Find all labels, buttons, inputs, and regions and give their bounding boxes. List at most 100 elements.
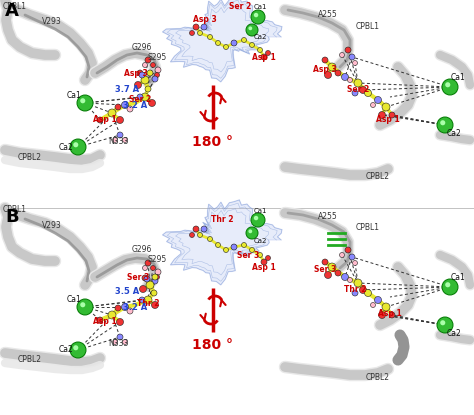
Text: V293: V293 xyxy=(42,17,62,27)
Circle shape xyxy=(139,72,145,78)
Circle shape xyxy=(115,305,121,311)
Circle shape xyxy=(201,24,207,30)
Text: Asp 1: Asp 1 xyxy=(252,263,276,271)
Circle shape xyxy=(379,312,385,318)
Circle shape xyxy=(208,34,212,39)
Circle shape xyxy=(97,117,103,123)
Circle shape xyxy=(127,106,133,112)
Text: G296: G296 xyxy=(132,246,152,254)
Circle shape xyxy=(70,139,86,155)
Circle shape xyxy=(347,78,353,83)
Text: Thr 2: Thr 2 xyxy=(137,298,159,308)
Circle shape xyxy=(193,226,199,232)
Text: Ser 2: Ser 2 xyxy=(229,2,251,12)
Circle shape xyxy=(142,275,148,281)
Circle shape xyxy=(265,256,271,261)
Circle shape xyxy=(389,312,395,318)
Circle shape xyxy=(325,271,331,278)
Text: Ca2: Ca2 xyxy=(59,142,73,151)
Circle shape xyxy=(145,86,151,92)
Circle shape xyxy=(117,334,123,340)
Circle shape xyxy=(137,70,143,76)
Circle shape xyxy=(139,286,146,293)
Circle shape xyxy=(137,94,143,100)
Circle shape xyxy=(73,345,78,350)
Circle shape xyxy=(108,311,116,319)
Text: Asp 1: Asp 1 xyxy=(252,53,276,61)
Circle shape xyxy=(248,229,252,233)
Circle shape xyxy=(241,37,246,42)
Circle shape xyxy=(155,67,161,73)
Circle shape xyxy=(440,320,445,325)
Circle shape xyxy=(349,54,355,60)
Text: 3.7 A: 3.7 A xyxy=(115,85,139,93)
Text: Ca2: Ca2 xyxy=(59,346,73,354)
Text: N333: N333 xyxy=(108,137,128,146)
Circle shape xyxy=(224,247,228,252)
Text: Ser 3: Ser 3 xyxy=(314,266,336,274)
Circle shape xyxy=(241,242,246,247)
Circle shape xyxy=(148,100,155,107)
Circle shape xyxy=(77,95,93,111)
Text: V293: V293 xyxy=(42,220,62,229)
Text: Ca1: Ca1 xyxy=(451,273,465,281)
Circle shape xyxy=(352,290,358,296)
Text: Asp 3: Asp 3 xyxy=(193,15,217,24)
Circle shape xyxy=(352,90,358,96)
Circle shape xyxy=(353,61,357,66)
Circle shape xyxy=(347,278,353,283)
Circle shape xyxy=(249,42,255,47)
Circle shape xyxy=(379,112,385,119)
Circle shape xyxy=(141,76,149,84)
Text: N333: N333 xyxy=(108,339,128,349)
Text: Asp 1: Asp 1 xyxy=(378,308,402,317)
Circle shape xyxy=(112,137,118,142)
Circle shape xyxy=(224,44,228,49)
Text: Ca2: Ca2 xyxy=(447,329,461,337)
Circle shape xyxy=(152,278,158,284)
Text: Ser 2: Ser 2 xyxy=(129,95,151,105)
Text: Ca1: Ca1 xyxy=(67,90,82,100)
Circle shape xyxy=(349,254,355,260)
Circle shape xyxy=(254,216,258,220)
Circle shape xyxy=(251,213,265,227)
Text: Ca1: Ca1 xyxy=(253,4,267,10)
Circle shape xyxy=(353,261,357,266)
Circle shape xyxy=(147,70,153,76)
Text: CPBL1: CPBL1 xyxy=(356,222,380,232)
Circle shape xyxy=(143,266,147,271)
Polygon shape xyxy=(163,200,282,285)
Circle shape xyxy=(122,339,128,344)
Circle shape xyxy=(322,259,328,265)
Circle shape xyxy=(151,266,155,271)
Circle shape xyxy=(135,81,142,88)
Circle shape xyxy=(190,232,194,237)
Circle shape xyxy=(198,232,202,237)
Text: S295: S295 xyxy=(147,256,167,264)
Circle shape xyxy=(141,93,149,101)
Circle shape xyxy=(144,296,152,304)
Circle shape xyxy=(328,263,336,271)
Circle shape xyxy=(145,57,151,63)
Text: Thr 2: Thr 2 xyxy=(344,286,366,295)
Circle shape xyxy=(254,13,258,17)
Text: A255: A255 xyxy=(318,10,338,20)
Text: CPBL2: CPBL2 xyxy=(366,173,390,181)
Circle shape xyxy=(440,120,445,125)
Circle shape xyxy=(249,247,255,252)
Circle shape xyxy=(231,41,237,46)
Circle shape xyxy=(231,244,237,250)
Text: Ser 3: Ser 3 xyxy=(127,273,149,281)
Circle shape xyxy=(341,73,348,81)
Text: Ca1: Ca1 xyxy=(253,208,267,214)
Circle shape xyxy=(339,252,345,257)
Circle shape xyxy=(193,24,199,30)
Circle shape xyxy=(152,274,158,280)
Circle shape xyxy=(155,73,159,78)
Circle shape xyxy=(115,104,121,110)
Circle shape xyxy=(442,279,458,295)
Text: CPBL1: CPBL1 xyxy=(356,22,380,32)
Text: Ser 3: Ser 3 xyxy=(237,251,259,259)
Text: G296: G296 xyxy=(132,42,152,51)
Text: Asp 1: Asp 1 xyxy=(376,115,400,124)
